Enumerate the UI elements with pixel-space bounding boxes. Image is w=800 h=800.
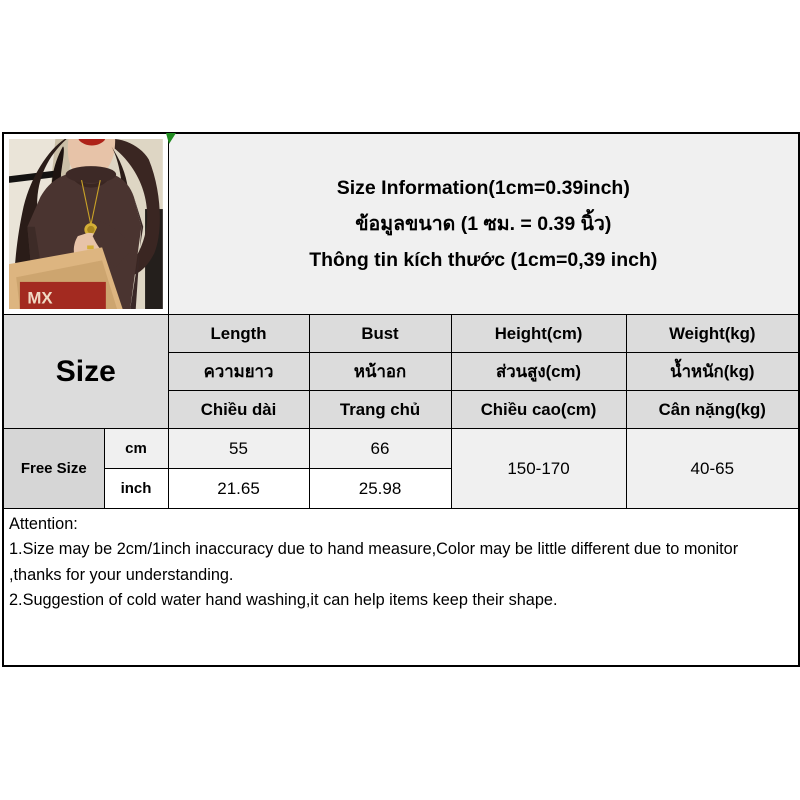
svg-text:MX: MX [27, 288, 53, 307]
